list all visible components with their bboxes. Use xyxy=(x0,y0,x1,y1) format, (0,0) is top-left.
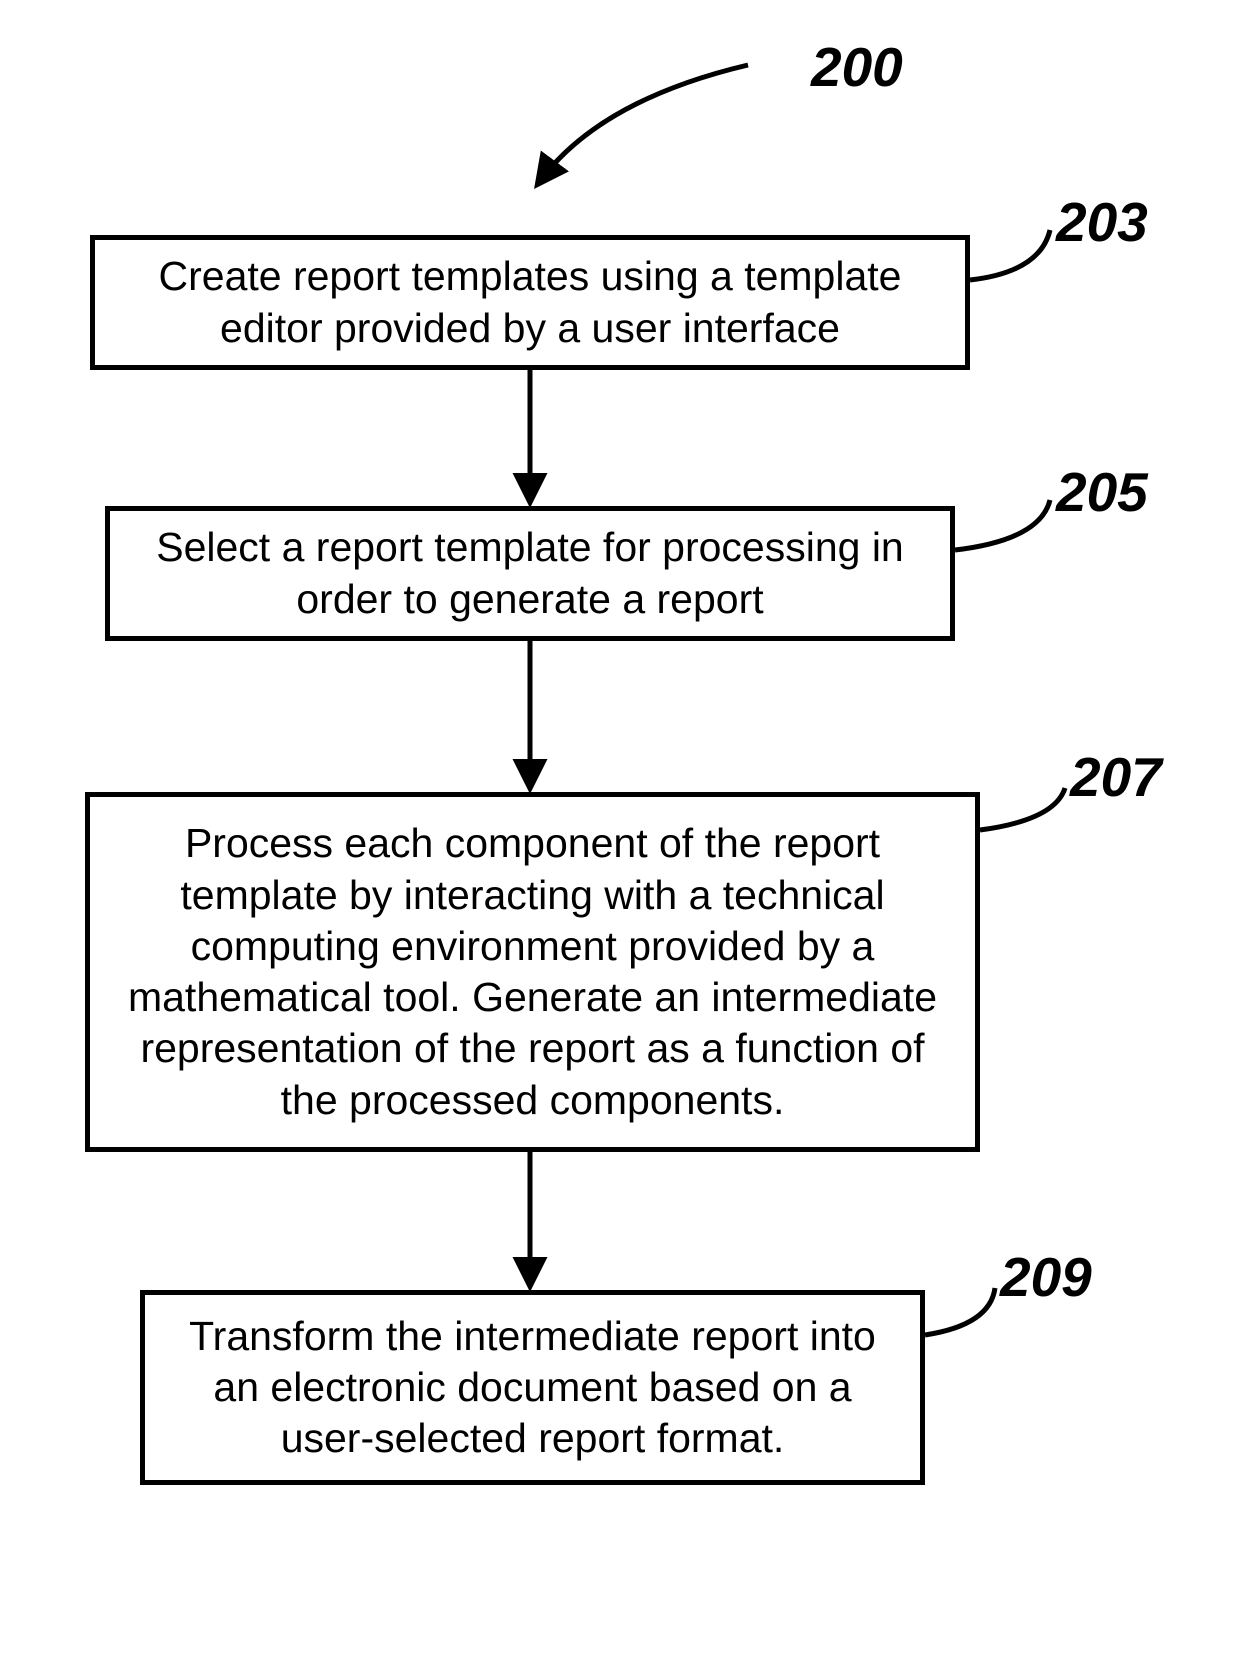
step-box-205: Select a report template for processing … xyxy=(105,506,955,641)
step-box-209: Transform the intermediate report into a… xyxy=(140,1290,925,1485)
step-text: Create report templates using a template… xyxy=(115,251,945,354)
step-label-207: 207 xyxy=(1070,745,1162,809)
step-box-207: Process each component of the report tem… xyxy=(85,792,980,1152)
diagram-label-200: 200 xyxy=(811,35,903,99)
step-label-203: 203 xyxy=(1056,190,1148,254)
step-label-209: 209 xyxy=(1000,1245,1092,1309)
step-text: Transform the intermediate report into a… xyxy=(165,1311,900,1465)
step-box-203: Create report templates using a template… xyxy=(90,235,970,370)
step-text: Select a report template for processing … xyxy=(130,522,930,625)
step-label-205: 205 xyxy=(1056,460,1148,524)
flowchart-canvas: 200 Create report templates using a temp… xyxy=(0,0,1260,1680)
step-text: Process each component of the report tem… xyxy=(110,818,955,1126)
